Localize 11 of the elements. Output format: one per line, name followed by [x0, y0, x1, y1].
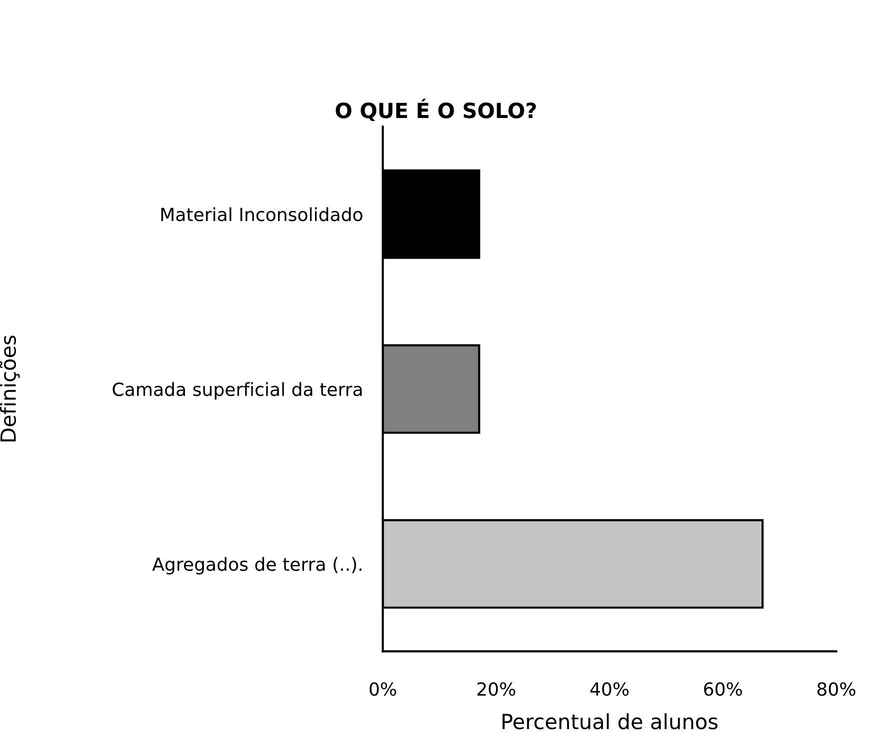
- x-tick-label: 20%: [477, 682, 516, 696]
- y-tick-label: Material Inconsolidado: [161, 207, 362, 222]
- x-tick-label: 40%: [590, 682, 629, 696]
- x-tick-label: 60%: [704, 682, 742, 696]
- x-axis-title: Percentual de alunos: [502, 713, 718, 730]
- y-axis-title: Definições: [0, 336, 20, 442]
- y-tick-label: Camada superficial da terra: [112, 382, 362, 400]
- x-tick-label: 0%: [370, 682, 396, 696]
- x-tick-label: 80%: [817, 682, 856, 696]
- chart-title: O QUE É O SOLO?: [336, 98, 536, 122]
- y-tick-label: Agregados de terra (..).: [152, 557, 362, 575]
